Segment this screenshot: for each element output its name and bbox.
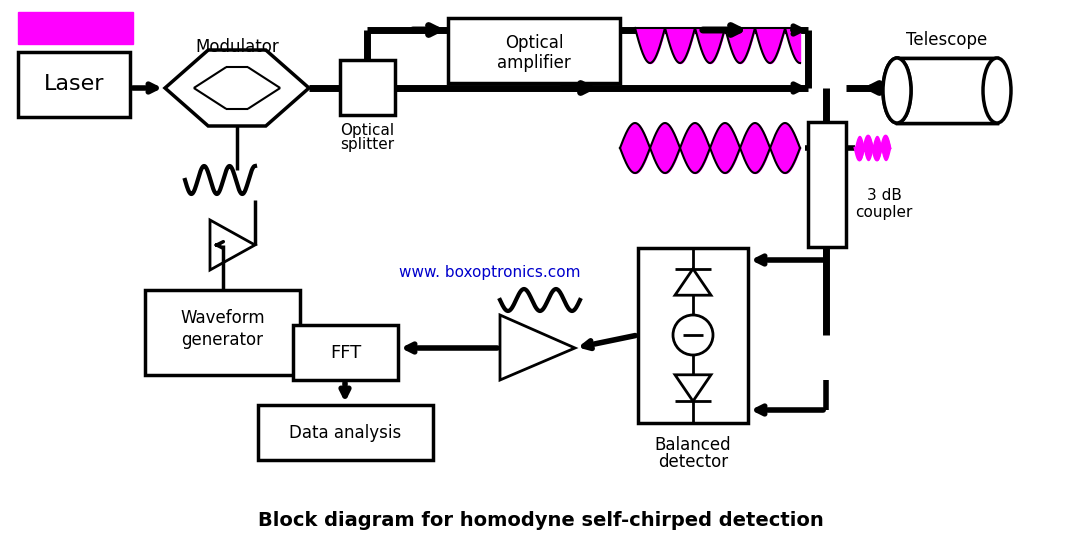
Ellipse shape: [883, 58, 911, 123]
Text: generator: generator: [182, 331, 264, 349]
Bar: [258, 405, 433, 460]
Bar: [808, 122, 846, 247]
Bar: [340, 60, 395, 115]
Polygon shape: [164, 50, 309, 126]
Text: FFT: FFT: [330, 344, 361, 362]
Bar: [897, 58, 997, 123]
Text: Laser: Laser: [43, 74, 104, 94]
Bar: [898, 59, 997, 122]
Circle shape: [673, 315, 713, 355]
Bar: [897, 58, 997, 123]
Bar: [18, 52, 130, 117]
Polygon shape: [210, 220, 255, 270]
Text: Waveform: Waveform: [181, 309, 265, 327]
Ellipse shape: [883, 58, 911, 123]
Text: Balanced: Balanced: [655, 436, 731, 454]
Polygon shape: [675, 375, 711, 401]
Text: Modulator: Modulator: [195, 38, 279, 56]
Polygon shape: [500, 315, 575, 380]
Bar: [293, 325, 398, 380]
Bar: [18, 12, 133, 44]
Text: Telescope: Telescope: [907, 31, 988, 49]
Ellipse shape: [984, 58, 1011, 123]
Text: detector: detector: [658, 453, 728, 471]
Bar: [638, 248, 748, 423]
Text: coupler: coupler: [855, 204, 913, 220]
Text: Optical: Optical: [504, 34, 564, 52]
Text: www. boxoptronics.com: www. boxoptronics.com: [399, 264, 581, 280]
Text: Data analysis: Data analysis: [289, 424, 401, 442]
Text: amplifier: amplifier: [497, 54, 571, 72]
Text: Block diagram for homodyne self-chirped detection: Block diagram for homodyne self-chirped …: [259, 511, 823, 530]
Text: splitter: splitter: [341, 137, 395, 152]
Text: Optical: Optical: [341, 122, 395, 138]
Bar: [145, 290, 300, 375]
Bar: [448, 18, 620, 83]
Text: 3 dB: 3 dB: [867, 188, 901, 203]
Polygon shape: [675, 269, 711, 295]
